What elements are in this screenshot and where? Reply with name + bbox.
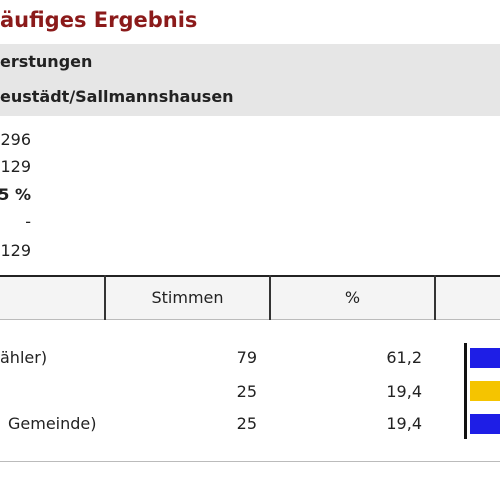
page-title: äufiges Ergebnis [0,8,198,32]
stat-value: 129 [0,157,31,176]
column-header: Stimmen [151,288,224,307]
party-name: ähler) [0,348,48,367]
table-header [0,275,500,320]
column-header: % [344,288,361,307]
column-separator [104,275,106,320]
stat-value: 296 [0,130,31,149]
votes: 25 [236,414,257,433]
percent: 61,2 [386,348,422,367]
percent: 19,4 [386,382,422,401]
column-separator [269,275,271,320]
votes: 79 [236,348,257,367]
percent: 19,4 [386,414,422,433]
bar [470,381,500,401]
column-separator [434,275,436,320]
table-bottom-line [0,461,500,462]
bar-axis [464,343,467,439]
stat-value: - [25,212,31,231]
stat-value: 5 % [0,185,31,204]
header-band [0,44,500,116]
stat-value: 129 [0,241,31,260]
municipality: erstungen [0,52,93,71]
bar [470,348,500,368]
district: eustädt/Sallmannshausen [0,87,234,106]
bar [470,414,500,434]
votes: 25 [236,382,257,401]
party-name: Gemeinde) [8,414,97,433]
